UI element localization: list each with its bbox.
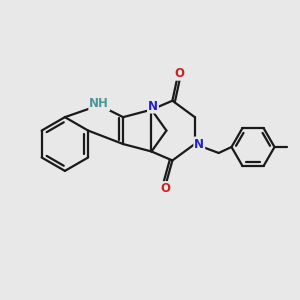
Text: N: N xyxy=(148,100,158,112)
Text: O: O xyxy=(160,182,170,195)
Text: O: O xyxy=(175,67,185,80)
Text: NH: NH xyxy=(89,97,109,110)
Text: N: N xyxy=(194,137,204,151)
